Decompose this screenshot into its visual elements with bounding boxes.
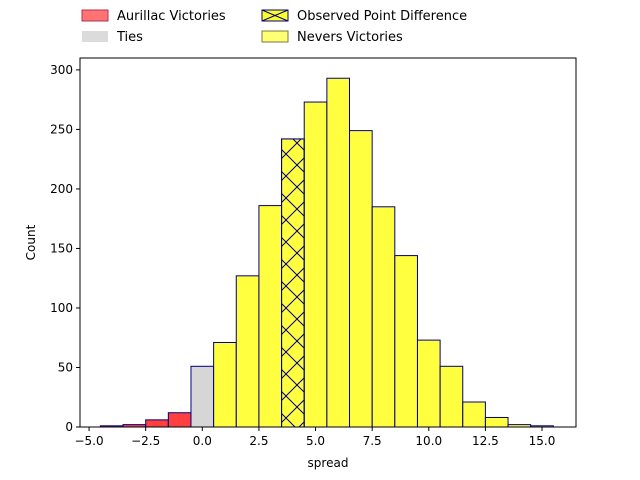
legend-label: Aurillac Victories: [117, 9, 226, 24]
x-tick-label: −2.5: [131, 434, 160, 448]
legend-swatch: [82, 31, 108, 42]
axes-frame: [79, 57, 577, 428]
y-tick-label: 150: [50, 241, 73, 255]
histogram-bar: [213, 341, 237, 428]
x-axis-label: spread: [308, 456, 349, 470]
legend-swatch: [261, 30, 289, 43]
histogram-bar: [258, 205, 283, 428]
histogram-bar: [416, 339, 441, 428]
y-tick-label: 300: [50, 63, 73, 77]
histogram-bar: [462, 401, 486, 428]
y-axis-label: Count: [24, 224, 38, 260]
y-tick-label: 50: [58, 360, 73, 374]
histogram-bar: [167, 412, 192, 428]
observed-point-difference-bar: [281, 138, 305, 428]
x-tick-label: 0.0: [193, 434, 212, 448]
y-tick-label: 0: [65, 420, 73, 434]
histogram-bar: [439, 365, 464, 428]
histogram-bar: [326, 77, 351, 428]
histogram-bar: [303, 101, 328, 428]
legend-label: Observed Point Difference: [297, 9, 467, 24]
y-tick-label: 200: [50, 182, 73, 196]
x-tick-label: 12.5: [472, 434, 499, 448]
histogram-bar: [190, 365, 215, 428]
histogram-bar: [145, 419, 169, 428]
legend-swatch: [81, 9, 109, 22]
legend-hatch: [261, 9, 289, 22]
legend-label: Ties: [116, 30, 143, 45]
y-tick-label: 250: [50, 122, 73, 136]
legend: Aurillac Victories Ties Observed Point Dif…: [81, 9, 467, 45]
x-tick-label: 15.0: [529, 434, 556, 448]
x-tick-label: 5.0: [306, 434, 325, 448]
histogram-bar: [394, 255, 418, 428]
histogram-bar: [371, 206, 396, 428]
histogram-bar: [349, 130, 373, 428]
y-tick-label: 100: [50, 301, 73, 315]
x-tick-label: 7.5: [363, 434, 382, 448]
x-tick-label: −5.0: [74, 434, 103, 448]
histogram-bar: [235, 275, 260, 428]
legend-label: Nevers Victories: [297, 30, 403, 45]
histogram-bar: [484, 416, 509, 428]
x-tick-label: 2.5: [249, 434, 268, 448]
x-tick-label: 10.0: [415, 434, 442, 448]
plot-area: −5.0 −2.5 0.0 2.5 5.0 7.5 10.0 12.5 15.0 0 50 100 15…: [50, 57, 577, 448]
